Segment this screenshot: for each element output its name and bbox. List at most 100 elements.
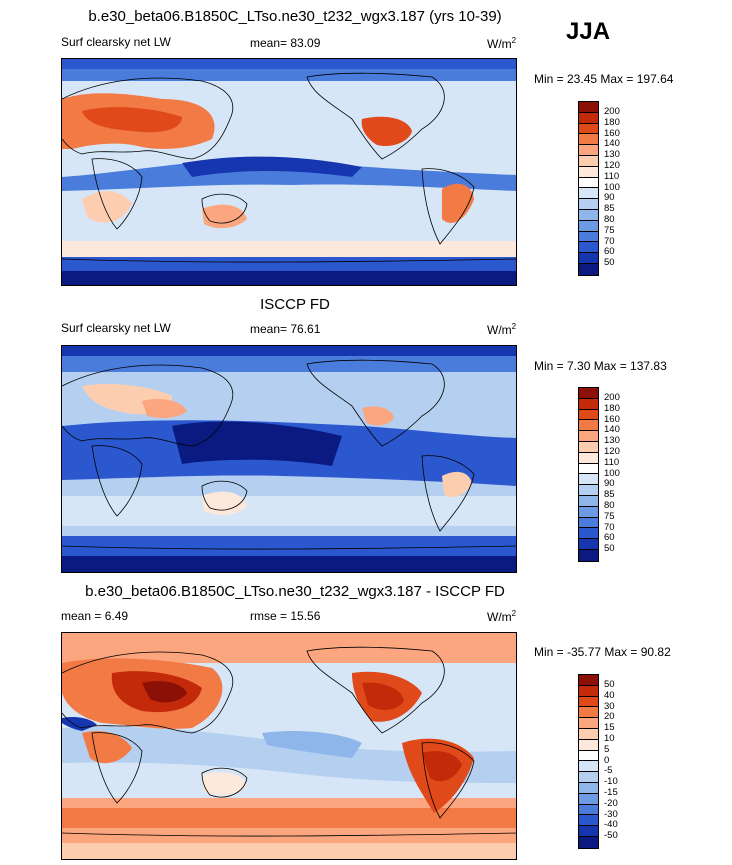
- panel2-units: W/m2: [487, 322, 517, 337]
- colorbar-tick: -5: [604, 765, 613, 777]
- panel2-colorbar-swatch: [579, 495, 598, 507]
- panel1-title: b.e30_beta06.B1850C_LTso.ne30_t232_wgx3.…: [88, 8, 502, 25]
- panel1-units: W/m2: [487, 36, 517, 51]
- panel2-colorbar-swatch: [579, 485, 598, 496]
- colorbar-tick: 85: [604, 489, 615, 501]
- colorbar-tick: 200: [604, 392, 620, 403]
- panel1-minmax: Min = 23.45 Max = 197.64: [534, 72, 674, 86]
- colorbar-tick: 80: [604, 499, 615, 511]
- panel3-colorbar-swatch: [579, 793, 598, 805]
- panel3-colorbar-swatch: [579, 815, 598, 827]
- colorbar-tick: 75: [604, 224, 615, 236]
- season-label: JJA: [566, 18, 611, 45]
- panel3-colorbar-ticks: 50 40 30 20 15 10 5 0 -5 -10 -15 -20 -30…: [604, 679, 618, 842]
- panel1-colorbar-swatch: [579, 155, 598, 167]
- panel3-colorbar: [578, 674, 599, 849]
- panel3-colorbar-swatch: [579, 728, 598, 740]
- colorbar-tick: 10: [604, 732, 615, 744]
- panel3-colorbar-swatch: [579, 750, 598, 762]
- colorbar-tick: 15: [604, 722, 615, 734]
- panel2-colorbar-swatch: [579, 539, 598, 550]
- colorbar-tick: 50: [604, 543, 615, 555]
- panel1-colorbar-swatch: [579, 177, 598, 189]
- panel3-colorbar-swatch: [579, 772, 598, 783]
- panel2-colorbar-swatch: [579, 441, 598, 453]
- panel3-rmse-label: rmse = 15.56: [250, 609, 321, 623]
- colorbar-tick: 80: [604, 213, 615, 225]
- panel1-colorbar-swatch: [579, 220, 598, 232]
- panel3-colorbar-swatch: [579, 804, 598, 816]
- colorbar-tick: 0: [604, 754, 610, 766]
- colorbar-tick: 60: [604, 532, 615, 544]
- colorbar-tick: 100: [604, 181, 620, 193]
- panel3-colorbar-swatch: [579, 782, 598, 794]
- colorbar-tick: 110: [604, 170, 620, 182]
- colorbar-tick: 90: [604, 478, 615, 490]
- panel1-colorbar-swatch: [579, 134, 598, 146]
- panel1-colorbar-swatch: [579, 188, 598, 200]
- panel2-colorbar-ticks: 200 180 160 140 130 120 110 100 90 85 80…: [604, 392, 620, 555]
- panel2-colorbar-swatch: [579, 517, 598, 529]
- panel2-colorbar-swatch: [579, 398, 598, 410]
- panel1-mean-label: mean= 83.09: [250, 36, 321, 50]
- colorbar-tick: 140: [604, 424, 620, 436]
- colorbar-tick: 120: [604, 159, 620, 171]
- panel2-map: [61, 345, 517, 573]
- panel1-colorbar-swatch: [579, 253, 598, 264]
- colorbar-tick: 120: [604, 445, 620, 457]
- panel3-colorbar-swatch: [579, 685, 598, 697]
- colorbar-tick: 100: [604, 467, 620, 479]
- panel3-colorbar-swatch: [579, 739, 598, 751]
- colorbar-tick: 85: [604, 203, 615, 215]
- colorbar-tick: 60: [604, 246, 615, 258]
- colorbar-tick: 130: [604, 149, 620, 161]
- panel2-colorbar-swatch: [579, 388, 598, 399]
- colorbar-tick: 50: [604, 679, 615, 690]
- colorbar-tick: 75: [604, 510, 615, 522]
- panel3-colorbar-swatch: [579, 696, 598, 708]
- panel2-colorbar-swatch: [579, 452, 598, 464]
- panel2-colorbar-swatch: [579, 549, 598, 561]
- colorbar-tick: 50: [604, 257, 615, 269]
- panel1-colorbar-swatch: [579, 199, 598, 210]
- colorbar-tick: -10: [604, 776, 618, 788]
- colorbar-tick: 180: [604, 116, 620, 128]
- panel1-colorbar-swatch: [579, 166, 598, 178]
- colorbar-tick: 30: [604, 700, 615, 712]
- panel3-colorbar-swatch: [579, 826, 598, 837]
- colorbar-tick: -20: [604, 797, 618, 809]
- colorbar-tick: 5: [604, 743, 610, 755]
- panel3-units: W/m2: [487, 609, 517, 624]
- colorbar-tick: 40: [604, 689, 615, 701]
- panel2-colorbar-swatch: [579, 474, 598, 486]
- panel1-colorbar-ticks: 200 180 160 140 130 120 110 100 90 85 80…: [604, 106, 620, 269]
- colorbar-tick: 70: [604, 235, 615, 247]
- panel2-colorbar-swatch: [579, 420, 598, 432]
- panel1-colorbar: [578, 101, 599, 276]
- panel2-colorbar-swatch: [579, 463, 598, 475]
- panel3-title: b.e30_beta06.B1850C_LTso.ne30_t232_wgx3.…: [85, 583, 505, 600]
- panel2-colorbar-swatch: [579, 506, 598, 518]
- panel1-colorbar-swatch: [579, 123, 598, 135]
- panel1-variable-label: Surf clearsky net LW: [61, 35, 171, 49]
- colorbar-tick: -30: [604, 808, 618, 820]
- panel3-mean-label: mean = 6.49: [61, 609, 129, 623]
- panel3-colorbar-swatch: [579, 761, 598, 773]
- panel1-colorbar-swatch: [579, 145, 598, 156]
- panel2-colorbar: [578, 387, 599, 562]
- colorbar-tick: 130: [604, 435, 620, 447]
- panel1-colorbar-swatch: [579, 231, 598, 243]
- colorbar-tick: 160: [604, 127, 620, 139]
- panel1-colorbar-swatch: [579, 102, 598, 113]
- panel2-colorbar-swatch: [579, 409, 598, 421]
- colorbar-tick: 180: [604, 402, 620, 414]
- colorbar-tick: 70: [604, 521, 615, 533]
- panel1-field: [62, 59, 516, 285]
- panel2-minmax: Min = 7.30 Max = 137.83: [534, 359, 667, 373]
- panel2-field: [62, 346, 516, 572]
- panel3-colorbar-swatch: [579, 836, 598, 848]
- colorbar-tick: 200: [604, 106, 620, 117]
- panel1-colorbar-swatch: [579, 263, 598, 275]
- panel3-colorbar-swatch: [579, 675, 598, 686]
- panel2-colorbar-swatch: [579, 528, 598, 540]
